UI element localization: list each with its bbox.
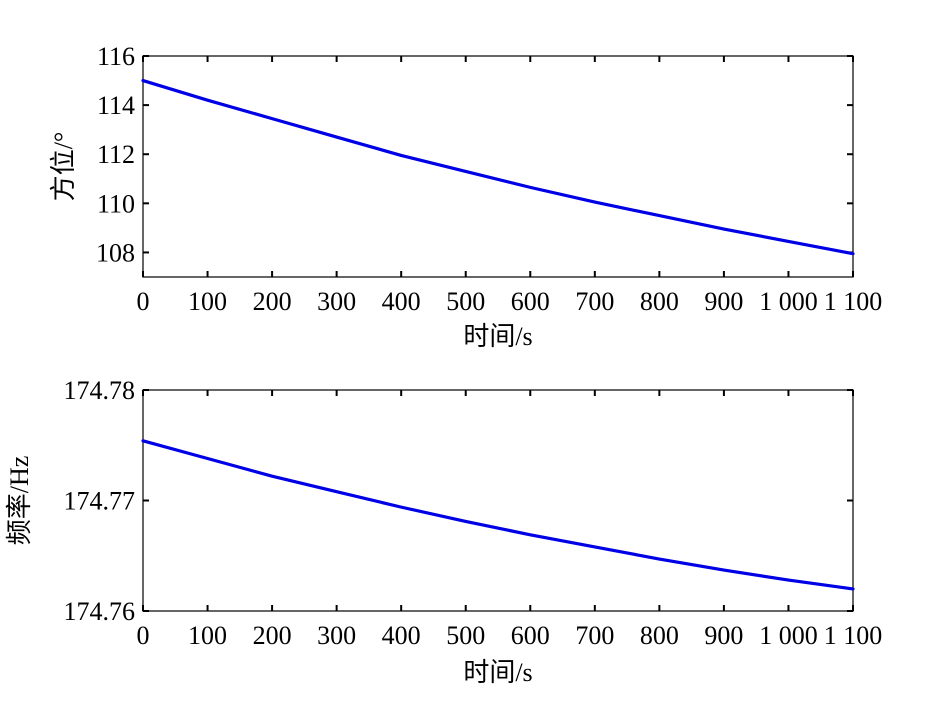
x-tick-label: 400 — [382, 287, 421, 316]
y-tick-label: 110 — [97, 189, 135, 218]
x-tick-label: 500 — [446, 287, 485, 316]
y-axis-label: 方位/° — [49, 132, 78, 202]
y-axis-label: 频率/Hz — [5, 456, 34, 546]
y-tick-label: 108 — [96, 238, 135, 267]
y-tick-label: 114 — [97, 91, 135, 120]
x-tick-label: 1 100 — [824, 287, 883, 316]
x-tick-label: 1 000 — [759, 287, 818, 316]
x-tick-label: 800 — [640, 287, 679, 316]
x-tick-label: 300 — [317, 287, 356, 316]
x-tick-label: 1 000 — [759, 621, 818, 650]
x-tick-label: 100 — [188, 621, 227, 650]
x-tick-label: 300 — [317, 621, 356, 650]
x-tick-label: 400 — [382, 621, 421, 650]
frequency-chart: 0 100 200 300 400 500 600 700 800 900 1 000 1 100 17… — [5, 376, 882, 687]
x-tick-label: 1 100 — [824, 621, 883, 650]
plot-area-frame — [142, 55, 854, 278]
x-tick-label: 900 — [704, 287, 743, 316]
azimuth-chart: 0 100 200 300 400 500 600 700 800 900 1 000 1 100 10… — [49, 42, 882, 351]
plot-area-frame — [142, 389, 854, 612]
x-tick-label: 200 — [253, 621, 292, 650]
x-tick-label: 600 — [511, 287, 550, 316]
y-tick-label: 174.77 — [64, 487, 136, 516]
x-tick-label: 500 — [446, 621, 485, 650]
x-tick-label: 100 — [188, 287, 227, 316]
y-tick-label: 112 — [97, 140, 135, 169]
series-line — [141, 78, 855, 256]
series-line — [141, 439, 855, 591]
x-tick-label: 900 — [704, 621, 743, 650]
x-axis-label: 时间/s — [463, 322, 532, 351]
x-axis-label: 时间/s — [463, 658, 532, 687]
x-tick-label: 200 — [253, 287, 292, 316]
x-tick-label: 800 — [640, 621, 679, 650]
x-tick-label: 600 — [511, 621, 550, 650]
x-tick-label: 700 — [575, 621, 614, 650]
y-tick-label: 174.78 — [64, 376, 136, 405]
x-tick-label: 0 — [137, 287, 150, 316]
y-tick-label: 116 — [97, 42, 135, 71]
y-tick-label: 174.76 — [64, 597, 136, 626]
x-tick-label: 0 — [137, 621, 150, 650]
x-tick-label: 700 — [575, 287, 614, 316]
